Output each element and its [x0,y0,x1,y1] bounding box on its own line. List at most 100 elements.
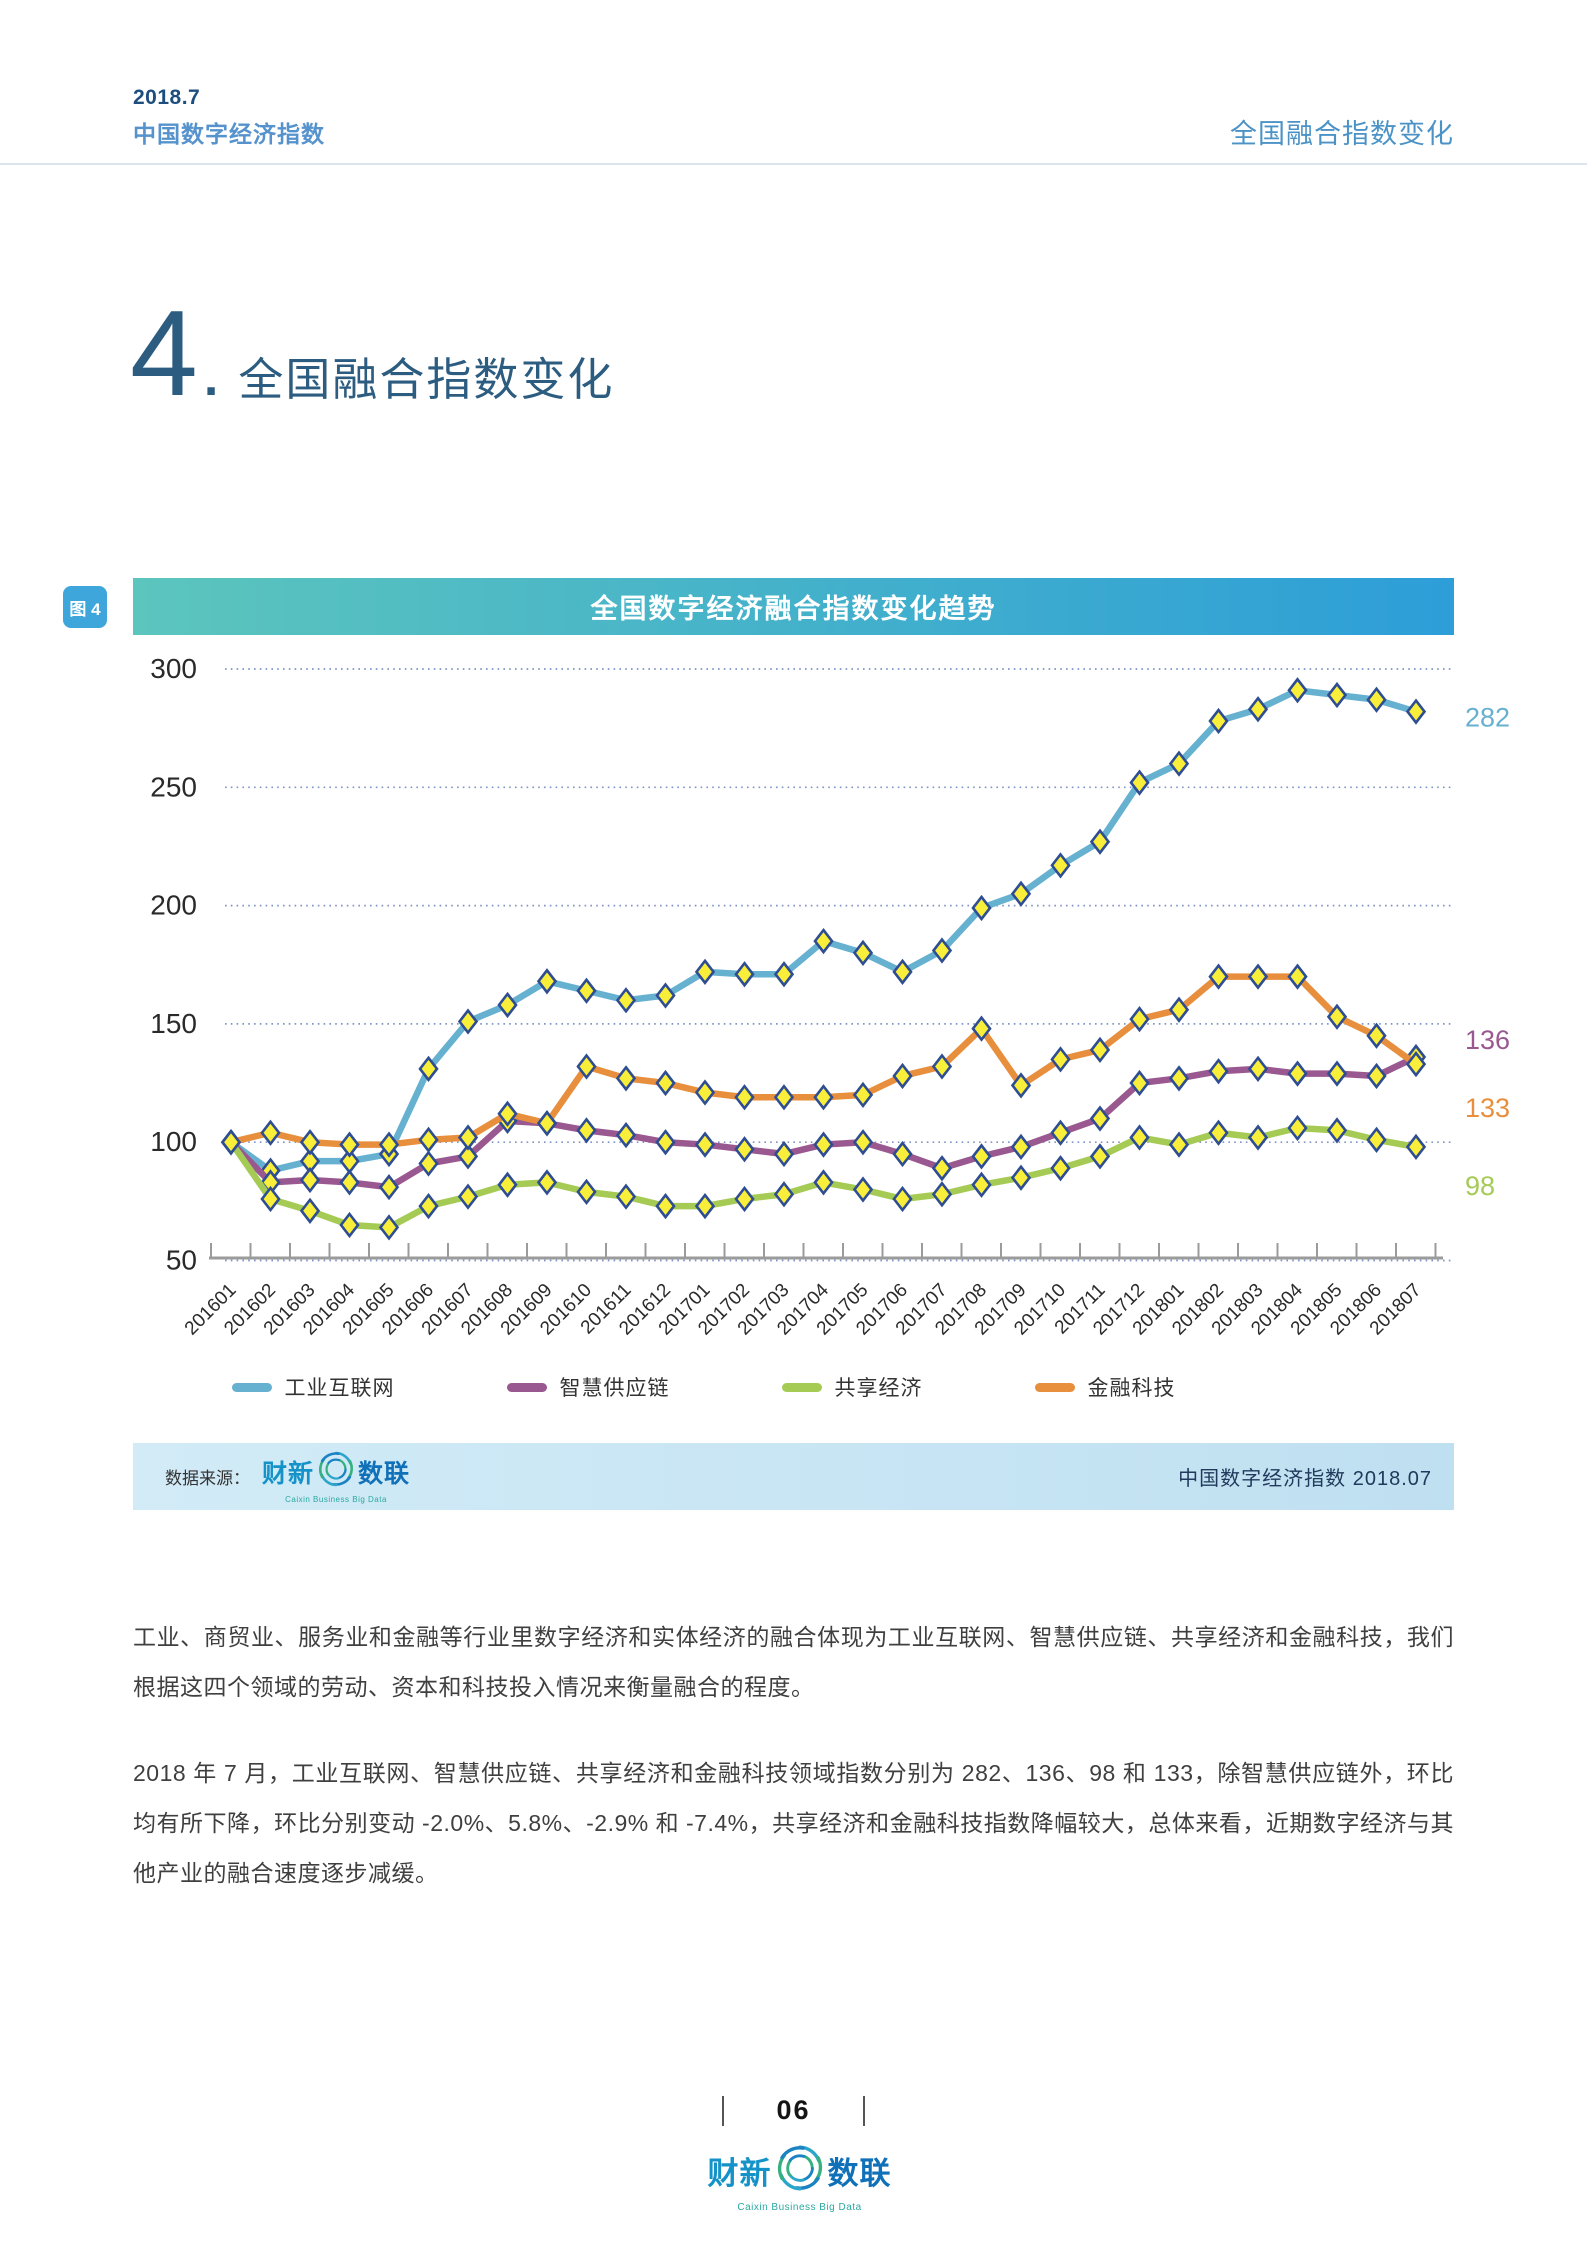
data-point-marker [813,927,834,955]
series-end-value-label: 136 [1465,1025,1510,1055]
data-point-marker [773,1140,795,1168]
data-point-marker [378,1131,400,1158]
data-point-marker [892,958,913,985]
header-section-title: 全国融合指数变化 [1230,119,1454,149]
caixin-swirl-icon [316,1449,356,1494]
data-point-marker [418,1055,439,1082]
header-left: 2018.7 中国数字经济指数 [133,86,325,149]
section-separator: . [203,349,219,407]
data-point-marker [1247,963,1269,990]
data-point-marker [615,1121,637,1149]
data-point-marker [852,939,874,967]
data-point-marker [1247,696,1269,723]
data-point-marker [1326,1117,1348,1144]
source-report-ref: 中国数字经济指数 2018.07 [1178,1468,1432,1490]
data-point-marker [299,1197,321,1224]
page-number-row: 06 [0,2095,1587,2126]
data-point-marker [1405,698,1427,725]
data-point-marker [576,977,597,1004]
chart-canvas: 3002502001501005020160120160220160320160… [150,653,1510,1339]
data-point-marker [1405,1050,1427,1078]
data-point-marker [260,1185,281,1213]
caixin-logo-text: 财新 [262,1459,315,1488]
data-point-marker [1247,1124,1269,1151]
data-point-marker [299,1166,321,1194]
legend-label: 共享经济 [834,1377,923,1400]
data-point-marker [220,1129,242,1156]
caixin-swirl-icon [774,2142,826,2199]
source-label: 数据来源： [165,1469,250,1488]
data-point-marker [536,1169,558,1196]
page-number-bar-left [722,2095,725,2126]
source-bar: 数据来源： 财新 数联 Caixin Business Big Data 中国数… [133,1443,1454,1510]
caixin-logo-row: 财新 数联 [708,2142,892,2199]
data-point-marker [655,982,676,1009]
data-point-marker [1129,1069,1150,1097]
data-point-marker [339,1211,360,1239]
data-point-marker [378,1214,400,1241]
data-point-marker [1366,686,1387,713]
data-point-marker [931,1155,953,1182]
data-point-marker [260,1119,281,1146]
data-point-marker [1168,996,1190,1023]
data-point-marker [615,1183,637,1210]
shulian-logo-text: 数联 [827,2156,892,2191]
data-point-marker [1326,681,1348,709]
legend-item-智慧供应链: 智慧供应链 [506,1372,670,1402]
data-point-marker [1208,707,1229,735]
data-point-marker [1168,1065,1190,1092]
data-point-marker [418,1126,439,1153]
data-point-marker [1208,1058,1229,1085]
legend-swatch [506,1382,547,1392]
figure-badge: 图 4 [63,586,107,628]
data-point-marker [694,958,716,985]
data-point-marker [813,1084,834,1111]
data-point-marker [457,1124,479,1151]
data-point-marker [615,987,637,1014]
data-point-marker [1050,1046,1071,1073]
data-point-marker [1050,1155,1071,1182]
header-period: 2018.7 [133,86,201,109]
data-point-marker [655,1129,676,1156]
data-point-marker [734,1136,755,1163]
legend-label: 智慧供应链 [559,1377,670,1400]
data-point-marker [576,1178,597,1206]
data-point-marker [971,894,992,922]
data-point-marker [497,1100,518,1127]
data-point-marker [734,1084,755,1111]
series-end-value-label: 98 [1465,1171,1495,1201]
data-point-marker [852,1176,874,1203]
data-point-marker [1405,1133,1427,1161]
header-divider [0,163,1587,165]
data-point-marker [1010,1133,1032,1161]
legend-swatch [781,1382,822,1392]
series-end-value-label: 282 [1465,703,1510,733]
data-point-marker [536,968,558,995]
legend-item-共享经济: 共享经济 [781,1372,923,1402]
y-axis-tick-label: 100 [150,1126,197,1157]
data-point-marker [971,1171,992,1198]
caixin-logo: 财新 数联 Caixin Business Big Data [262,1449,410,1504]
data-point-marker [339,1169,360,1196]
data-point-marker [773,1181,795,1208]
section-number: 4 [130,285,198,421]
data-point-marker [576,1117,597,1144]
data-point-marker [1208,963,1229,990]
chart-legend: 工业互联网 智慧供应链 共享经济 金融科技 [133,1372,1454,1402]
data-point-marker [1366,1126,1387,1153]
caixin-logo-subtitle: Caixin Business Big Data [737,2202,862,2213]
data-point-marker [378,1174,400,1201]
data-point-marker [694,1079,716,1106]
data-point-marker [299,1129,321,1156]
series-end-value-label: 133 [1465,1093,1510,1123]
data-point-marker [1247,1055,1269,1082]
data-point-marker [497,1171,518,1198]
y-axis-tick-label: 150 [150,1008,197,1039]
data-point-marker [892,1140,913,1168]
data-point-marker [852,1129,874,1156]
data-point-marker [1366,1062,1387,1090]
data-point-marker [694,1131,716,1158]
data-point-marker [931,1181,953,1208]
section-title: 全国融合指数变化 [238,354,615,405]
